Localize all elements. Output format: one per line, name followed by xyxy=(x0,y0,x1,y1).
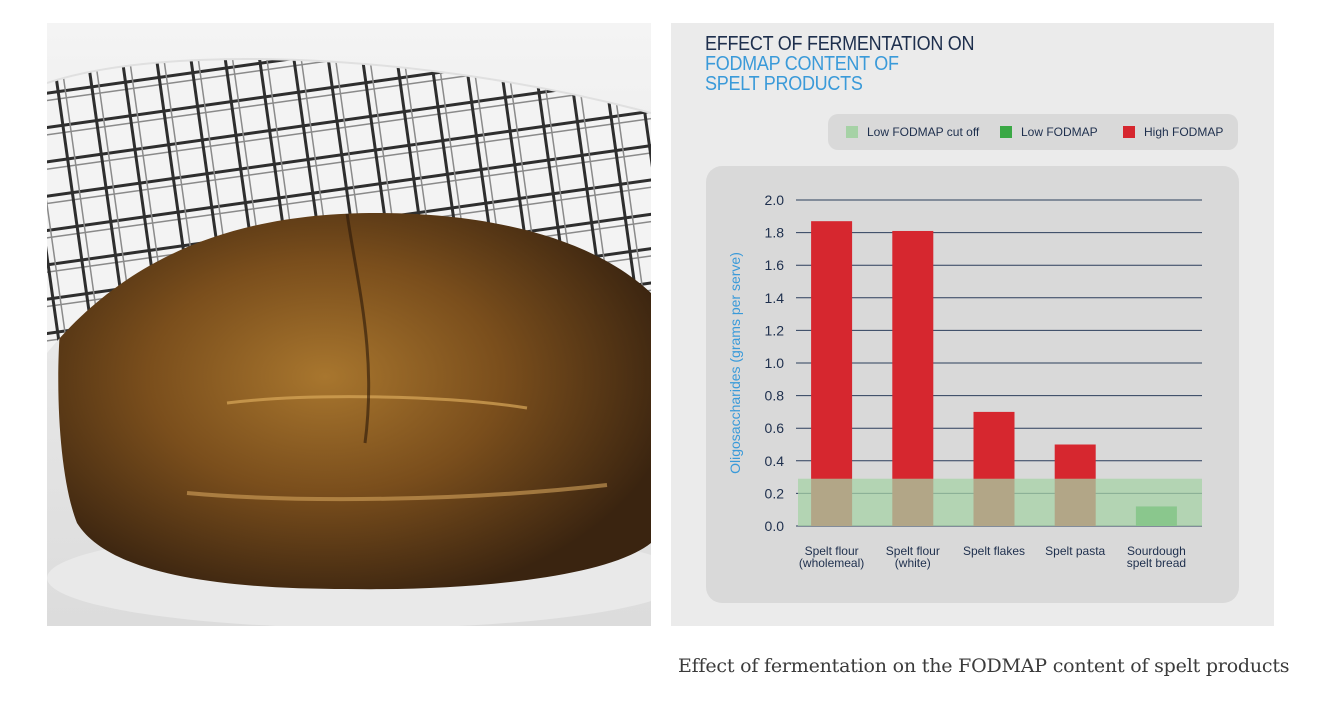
y-tick-label: 1.6 xyxy=(765,257,785,273)
legend-label-cutoff: Low FODMAP cut off xyxy=(867,125,980,139)
y-axis-label: Oligosaccharides (grams per serve) xyxy=(727,252,743,474)
x-category-label: Spelt pasta xyxy=(1045,544,1105,558)
plot-area-card: 0.0 0.2 0.4 0.6 0.8 1.0 1.2 1.4 1.6 1.8 2.0 Spelt f… xyxy=(706,166,1239,603)
chart-title-line-3: SPELT PRODUCTS xyxy=(705,73,863,95)
y-tick-label: 1.8 xyxy=(765,225,785,241)
x-category-label: (white) xyxy=(895,556,931,570)
y-tick-label: 0.0 xyxy=(765,518,785,534)
y-tick-label: 1.0 xyxy=(765,355,785,371)
y-tick-label: 0.8 xyxy=(765,388,785,404)
y-tick-label: 1.2 xyxy=(765,322,785,338)
y-tick-label: 0.4 xyxy=(765,453,785,469)
legend-label-high: High FODMAP xyxy=(1144,125,1224,139)
chart-legend: Low FODMAP cut off Low FODMAP High FODMA… xyxy=(828,114,1238,150)
legend-item-low: Low FODMAP xyxy=(1000,114,1098,150)
legend-swatch-high xyxy=(1123,126,1135,138)
figure-caption: Effect of fermentation on the FODMAP con… xyxy=(678,655,1290,677)
chart-panel: EFFECT OF FERMENTATION ON FODMAP CONTENT… xyxy=(671,23,1274,626)
x-category-label: (wholemeal) xyxy=(799,556,864,570)
bread-photo xyxy=(47,23,651,626)
bar xyxy=(892,230,934,526)
chart-title-line-1: EFFECT OF FERMENTATION ON xyxy=(705,33,975,55)
y-tick-label: 0.2 xyxy=(765,485,785,501)
legend-swatch-cutoff xyxy=(846,126,858,138)
y-tick-label: 2.0 xyxy=(765,192,785,208)
x-category-label: Sourdough xyxy=(1127,544,1186,558)
bar xyxy=(811,221,853,526)
legend-label-low: Low FODMAP xyxy=(1021,125,1098,139)
legend-swatch-low xyxy=(1000,126,1012,138)
legend-item-high: High FODMAP xyxy=(1123,114,1223,150)
cutoff-band xyxy=(798,478,1202,526)
legend-item-cutoff: Low FODMAP cut off xyxy=(846,114,979,150)
bar-chart: 0.0 0.2 0.4 0.6 0.8 1.0 1.2 1.4 1.6 1.8 2.0 Spelt f… xyxy=(727,192,1202,570)
x-category-label: Spelt flakes xyxy=(963,544,1025,558)
x-category-label: spelt bread xyxy=(1127,556,1186,570)
chart-title-line-2: FODMAP CONTENT OF xyxy=(705,53,899,75)
x-category-label: Spelt flour xyxy=(886,544,940,558)
x-category-label: Spelt flour xyxy=(805,544,859,558)
y-tick-label: 0.6 xyxy=(765,420,785,436)
y-tick-label: 1.4 xyxy=(765,290,785,306)
